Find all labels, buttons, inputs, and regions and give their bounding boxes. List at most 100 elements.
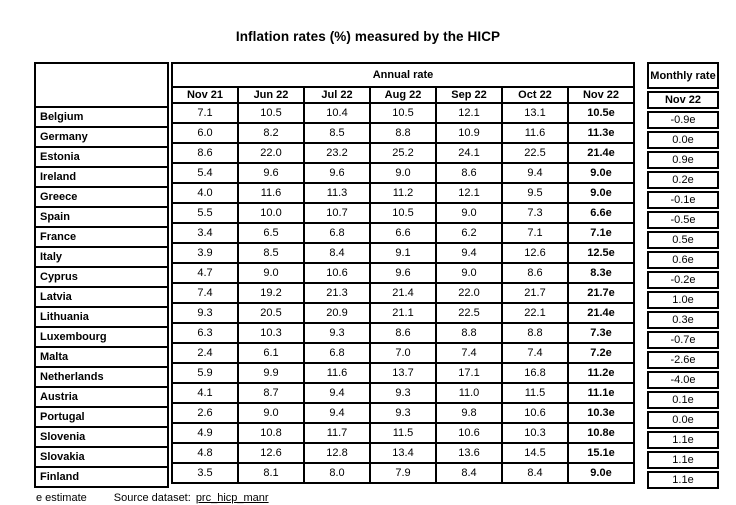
table-row: Germany <box>34 126 169 148</box>
annual-value-cell: 8.3e <box>567 262 635 284</box>
annual-value-cell: 7.1e <box>567 222 635 244</box>
annual-value-cell: 13.1 <box>501 102 569 124</box>
table-row: Lithuania <box>34 306 169 328</box>
annual-value-cell: 9.4 <box>303 402 371 424</box>
annual-value-cell: 7.0 <box>369 342 437 364</box>
table-row: 0.0e <box>647 411 719 429</box>
table-row: Cyprus <box>34 266 169 288</box>
table-row: -0.7e <box>647 331 719 349</box>
table-row: 3.4 6.5 6.8 6.6 6.2 7.1 7.1e <box>171 222 635 244</box>
annual-value-cell: 8.1 <box>237 462 305 484</box>
table-row: 2.6 9.0 9.4 9.3 9.8 10.6 10.3e <box>171 402 635 424</box>
country-label: Ireland <box>34 166 169 188</box>
annual-value-cell: 9.1 <box>369 242 437 264</box>
monthly-value-cell: 0.2e <box>647 171 719 189</box>
annual-value-cell: 4.7 <box>171 262 239 284</box>
table-row: Spain <box>34 206 169 228</box>
monthly-value-cell: 0.6e <box>647 251 719 269</box>
annual-value-cell: 10.8e <box>567 422 635 444</box>
annual-value-cell: 11.6 <box>237 182 305 204</box>
month-column-header: Nov 21 <box>171 86 239 104</box>
annual-value-cell: 8.6 <box>369 322 437 344</box>
annual-value-cell: 8.5 <box>237 242 305 264</box>
annual-value-cell: 21.7e <box>567 282 635 304</box>
annual-value-cell: 25.2 <box>369 142 437 164</box>
monthly-value-cell: 1.0e <box>647 291 719 309</box>
country-label: Slovakia <box>34 446 169 468</box>
country-label: Cyprus <box>34 266 169 288</box>
annual-value-cell: 9.4 <box>303 382 371 404</box>
annual-value-cell: 12.5e <box>567 242 635 264</box>
table-row: 7.1 10.5 10.4 10.5 12.1 13.1 10.5e <box>171 102 635 124</box>
table-row: 0.6e <box>647 251 719 269</box>
source-dataset-label: Source dataset: <box>113 492 191 504</box>
monthly-value-cell: -4.0e <box>647 371 719 389</box>
monthly-rate-table: Monthly rate Nov 22 -0.9e 0.0e 0.9e 0.2e -0.… <box>647 60 719 491</box>
annual-value-cell: 22.1 <box>501 302 569 324</box>
source-dataset-link[interactable]: prc_hicp_manr <box>195 492 269 504</box>
annual-value-cell: 9.3 <box>171 302 239 324</box>
annual-value-cell: 10.8 <box>237 422 305 444</box>
annual-value-cell: 22.0 <box>435 282 503 304</box>
annual-value-cell: 10.0 <box>237 202 305 224</box>
table-row: -0.2e <box>647 271 719 289</box>
annual-value-cell: 4.8 <box>171 442 239 464</box>
month-column-header: Jun 22 <box>237 86 305 104</box>
annual-value-cell: 10.5 <box>369 202 437 224</box>
annual-value-cell: 12.8 <box>303 442 371 464</box>
inflation-table: Belgium Germany Estonia Ireland Greece Spain F… <box>34 62 719 491</box>
table-row: 4.9 10.8 11.7 11.5 10.6 10.3 10.8e <box>171 422 635 444</box>
annual-value-cell: 8.6 <box>171 142 239 164</box>
estimate-note: e estimate <box>36 492 87 504</box>
country-label: France <box>34 226 169 248</box>
annual-value-cell: 9.5 <box>501 182 569 204</box>
table-row: 5.5 10.0 10.7 10.5 9.0 7.3 6.6e <box>171 202 635 224</box>
annual-value-cell: 6.8 <box>303 222 371 244</box>
monthly-value-cell: -0.5e <box>647 211 719 229</box>
monthly-value-cell: 1.1e <box>647 431 719 449</box>
annual-value-cell: 7.4 <box>435 342 503 364</box>
monthly-value-cell: 0.0e <box>647 411 719 429</box>
annual-value-cell: 7.3 <box>501 202 569 224</box>
annual-value-cell: 10.7 <box>303 202 371 224</box>
country-label: Lithuania <box>34 306 169 328</box>
annual-value-cell: 21.4e <box>567 142 635 164</box>
annual-value-cell: 9.0e <box>567 182 635 204</box>
annual-value-cell: 9.6 <box>369 262 437 284</box>
table-row: Luxembourg <box>34 326 169 348</box>
annual-value-cell: 10.6 <box>501 402 569 424</box>
annual-value-cell: 11.6 <box>501 122 569 144</box>
annual-value-cell: 21.7 <box>501 282 569 304</box>
annual-value-cell: 10.5e <box>567 102 635 124</box>
annual-value-cell: 21.1 <box>369 302 437 324</box>
annual-value-cell: 15.1e <box>567 442 635 464</box>
country-label: Germany <box>34 126 169 148</box>
annual-value-cell: 7.4 <box>501 342 569 364</box>
table-row: 5.4 9.6 9.6 9.0 8.6 9.4 9.0e <box>171 162 635 184</box>
annual-value-cell: 11.0 <box>435 382 503 404</box>
month-header-row: Nov 21 Jun 22 Jul 22 Aug 22 Sep 22 Oct 22 Nov … <box>171 86 635 104</box>
country-body: Belgium Germany Estonia Ireland Greece Spain F… <box>34 106 169 488</box>
annual-value-cell: 7.3e <box>567 322 635 344</box>
annual-value-cell: 3.5 <box>171 462 239 484</box>
annual-value-cell: 4.9 <box>171 422 239 444</box>
annual-value-cell: 9.0 <box>237 402 305 424</box>
table-row: -0.5e <box>647 211 719 229</box>
table-row: Netherlands <box>34 366 169 388</box>
annual-value-cell: 12.6 <box>501 242 569 264</box>
table-row: Slovenia <box>34 426 169 448</box>
annual-value-cell: 3.4 <box>171 222 239 244</box>
country-label: Finland <box>34 466 169 488</box>
table-row: 4.0 11.6 11.3 11.2 12.1 9.5 9.0e <box>171 182 635 204</box>
annual-value-cell: 10.5 <box>237 102 305 124</box>
country-label: Spain <box>34 206 169 228</box>
annual-value-cell: 20.9 <box>303 302 371 324</box>
annual-value-cell: 5.4 <box>171 162 239 184</box>
footnote: e estimate Source dataset: prc_hicp_manr <box>36 492 269 504</box>
annual-value-cell: 17.1 <box>435 362 503 384</box>
table-row: 2.4 6.1 6.8 7.0 7.4 7.4 7.2e <box>171 342 635 364</box>
annual-value-cell: 22.5 <box>501 142 569 164</box>
table-row: 5.9 9.9 11.6 13.7 17.1 16.8 11.2e <box>171 362 635 384</box>
table-row: Malta <box>34 346 169 368</box>
table-row: Greece <box>34 186 169 208</box>
